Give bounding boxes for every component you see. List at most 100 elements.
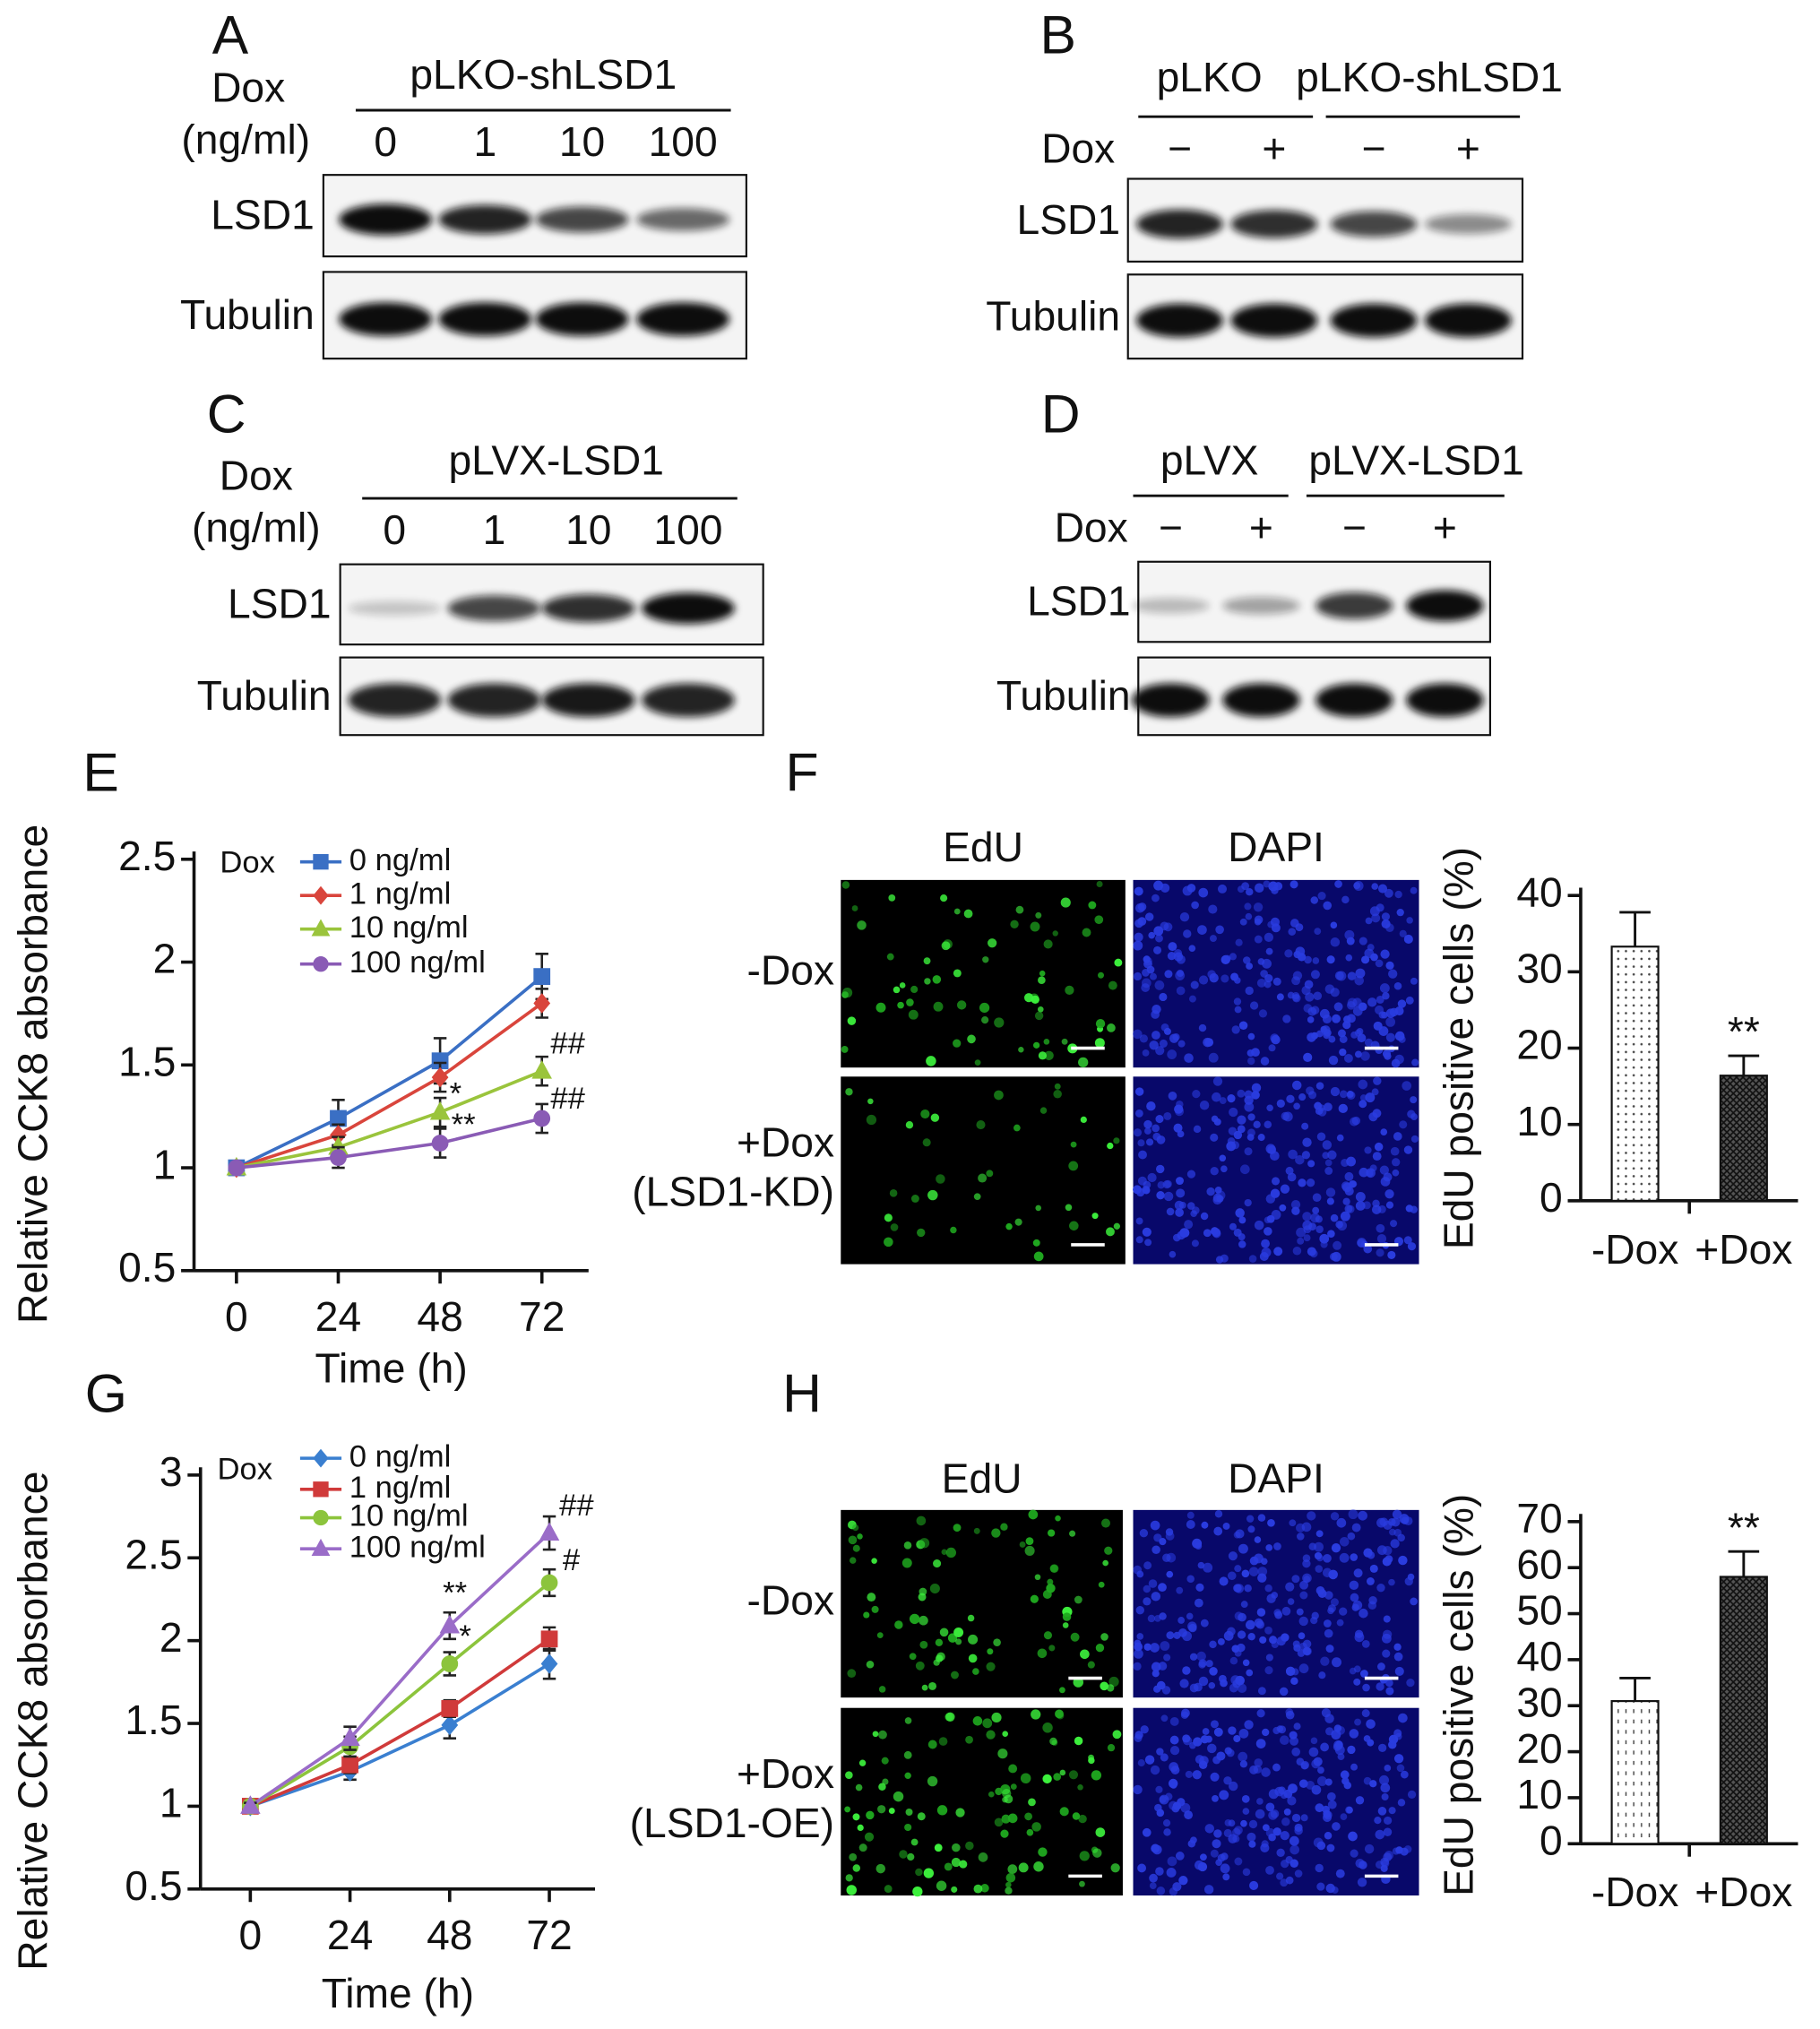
nucleus bbox=[1187, 1840, 1196, 1848]
row-label: -Dox bbox=[747, 947, 835, 994]
nucleus bbox=[1112, 1730, 1122, 1740]
band bbox=[348, 683, 442, 717]
nucleus bbox=[1377, 1662, 1385, 1671]
nucleus bbox=[993, 1638, 1001, 1646]
error-bar bbox=[1619, 1676, 1651, 1702]
nucleus bbox=[910, 1838, 919, 1846]
nucleus bbox=[1357, 1238, 1367, 1248]
nucleus bbox=[1247, 1032, 1255, 1040]
nucleus bbox=[1210, 1772, 1220, 1782]
y-tick-label: 2.5 bbox=[118, 833, 176, 879]
nucleus bbox=[1261, 1239, 1270, 1248]
nucleus bbox=[1110, 1863, 1120, 1873]
nucleus bbox=[1356, 1027, 1364, 1035]
nucleus bbox=[1242, 1868, 1251, 1877]
nucleus bbox=[1285, 1856, 1293, 1864]
nucleus bbox=[1358, 1079, 1368, 1090]
band bbox=[541, 594, 635, 623]
legend-label: 10 ng/ml bbox=[349, 911, 469, 945]
nucleus bbox=[1324, 1831, 1333, 1840]
nucleus bbox=[1168, 942, 1177, 952]
band bbox=[642, 592, 735, 625]
nucleus bbox=[1265, 1827, 1275, 1837]
nucleus bbox=[1212, 1076, 1223, 1086]
nucleus bbox=[852, 1524, 859, 1532]
y-tick-label: 60 bbox=[1516, 1541, 1562, 1587]
nucleus bbox=[1372, 1152, 1382, 1161]
nucleus bbox=[1094, 1038, 1105, 1049]
nucleus bbox=[1264, 1584, 1272, 1593]
nucleus bbox=[1265, 1865, 1274, 1875]
nucleus bbox=[1010, 1783, 1017, 1791]
nucleus bbox=[1282, 1014, 1291, 1023]
group-label: pLKO-shLSD1 bbox=[410, 51, 677, 98]
nucleus bbox=[1366, 1577, 1375, 1585]
x-tick-label: 72 bbox=[519, 1293, 565, 1340]
nucleus bbox=[1240, 1819, 1247, 1827]
nucleus bbox=[1393, 1132, 1402, 1141]
nucleus bbox=[1142, 1049, 1150, 1057]
column-label: EdU bbox=[942, 1455, 1022, 1501]
nucleus bbox=[1172, 1033, 1180, 1041]
nucleus bbox=[1260, 1843, 1270, 1852]
band bbox=[1330, 303, 1418, 338]
marker bbox=[240, 1795, 261, 1814]
nucleus bbox=[1359, 1100, 1367, 1109]
nucleus bbox=[927, 1740, 937, 1749]
marker bbox=[441, 1700, 459, 1717]
nucleus bbox=[1339, 1090, 1348, 1099]
nucleus bbox=[1251, 1091, 1260, 1100]
nucleus bbox=[1055, 1515, 1061, 1522]
nucleus bbox=[876, 1632, 884, 1639]
nucleus bbox=[1047, 1578, 1054, 1585]
nucleus bbox=[1238, 1021, 1248, 1030]
nucleus bbox=[1189, 1653, 1198, 1661]
marker bbox=[330, 1149, 347, 1166]
nucleus bbox=[1065, 985, 1074, 996]
nucleus bbox=[1354, 975, 1365, 986]
nucleus bbox=[1139, 1529, 1149, 1538]
nucleus bbox=[1150, 1643, 1160, 1653]
y-axis-label: EdU positive cells (%) bbox=[1435, 1494, 1481, 1896]
nucleus bbox=[1183, 929, 1192, 938]
nucleus bbox=[1330, 921, 1338, 929]
nucleus bbox=[852, 1813, 860, 1821]
nucleus bbox=[1098, 971, 1105, 979]
nucleus bbox=[1396, 1764, 1405, 1773]
nucleus bbox=[950, 1226, 957, 1234]
nucleus bbox=[1239, 1164, 1250, 1175]
nucleus bbox=[1151, 1592, 1161, 1602]
nucleus bbox=[1376, 1223, 1385, 1233]
nucleus bbox=[912, 1886, 923, 1897]
nucleus bbox=[1237, 885, 1245, 894]
nucleus bbox=[1291, 976, 1301, 986]
legend-title: Dox bbox=[218, 1453, 273, 1487]
nucleus bbox=[1213, 1829, 1222, 1838]
nucleus bbox=[1359, 1861, 1367, 1869]
nucleus bbox=[1114, 958, 1123, 967]
nucleus bbox=[910, 1195, 919, 1203]
nucleus bbox=[1393, 1643, 1402, 1651]
nucleus bbox=[1403, 1236, 1412, 1245]
nucleus bbox=[1332, 1014, 1341, 1023]
nucleus bbox=[1184, 1220, 1194, 1230]
nucleus bbox=[1333, 1724, 1342, 1732]
nucleus bbox=[1280, 1735, 1290, 1746]
nucleus bbox=[1265, 947, 1273, 955]
nucleus bbox=[1400, 1770, 1409, 1779]
nucleus bbox=[1188, 945, 1196, 953]
annotation: # bbox=[563, 1543, 581, 1577]
nucleus bbox=[1238, 1543, 1248, 1554]
nucleus bbox=[1156, 1887, 1166, 1895]
nucleus bbox=[1364, 948, 1375, 959]
series-line bbox=[249, 1532, 551, 1808]
nucleus bbox=[1160, 921, 1169, 931]
nucleus bbox=[953, 1524, 962, 1533]
nucleus bbox=[1394, 1666, 1404, 1676]
nucleus bbox=[978, 1852, 988, 1862]
nucleus bbox=[1210, 1133, 1219, 1142]
nucleus bbox=[1152, 1132, 1161, 1141]
nucleus bbox=[1039, 970, 1046, 977]
nucleus bbox=[982, 956, 989, 963]
